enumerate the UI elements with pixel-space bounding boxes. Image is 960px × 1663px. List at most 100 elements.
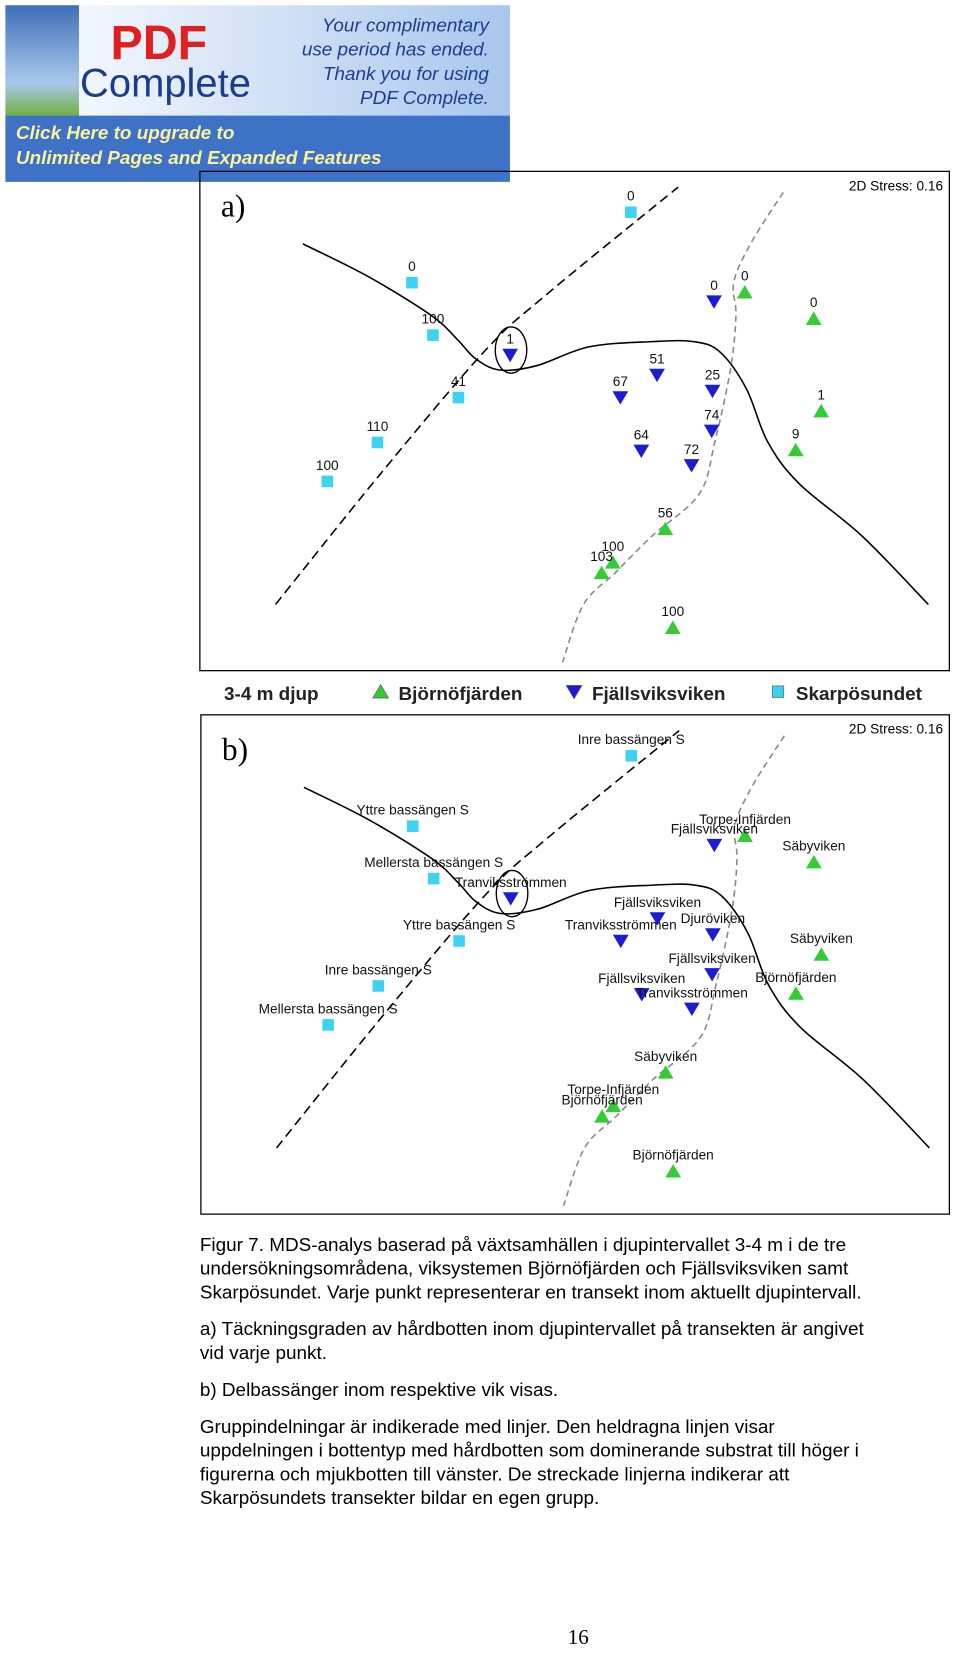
legend-label: Björnöfjärden bbox=[399, 684, 523, 705]
point bbox=[657, 521, 674, 536]
point-label: Säbyviken bbox=[634, 1049, 697, 1064]
point-label: Björnöfjärden bbox=[755, 970, 836, 985]
banner-image bbox=[5, 5, 79, 117]
panel-label: b) bbox=[222, 732, 248, 767]
group-line-solid bbox=[303, 786, 930, 1149]
point bbox=[649, 912, 666, 926]
point-label: 1 bbox=[817, 387, 825, 402]
point-label: 110 bbox=[367, 419, 389, 434]
point bbox=[703, 424, 720, 439]
point-label: 74 bbox=[704, 407, 720, 422]
point-label: 9 bbox=[792, 426, 800, 441]
point bbox=[594, 1109, 610, 1123]
point bbox=[737, 828, 753, 842]
point bbox=[683, 459, 700, 473]
caption-line: Skarpösundet. Varje punkt representerar … bbox=[200, 1282, 862, 1303]
point-label: 0 bbox=[408, 259, 416, 274]
point-label: 100 bbox=[661, 604, 684, 619]
point bbox=[371, 436, 384, 449]
point bbox=[706, 838, 723, 853]
point bbox=[605, 1098, 622, 1113]
point-label: 100 bbox=[422, 312, 445, 327]
legend-marker bbox=[771, 685, 785, 698]
point bbox=[406, 276, 418, 289]
banner-link[interactable]: Unlimited Pages and Expanded Features bbox=[16, 148, 382, 169]
legend: 3-4 m djup Björnöfjärden Fjällsviksviken S… bbox=[224, 683, 923, 705]
point bbox=[813, 403, 830, 418]
point bbox=[704, 968, 720, 982]
point bbox=[664, 620, 681, 635]
group-line-dashed bbox=[562, 735, 785, 1206]
point bbox=[806, 855, 822, 869]
banner-link[interactable]: Click Here to upgrade to bbox=[16, 123, 235, 144]
point-label: Mellersta bassängen S bbox=[259, 1001, 398, 1016]
point bbox=[706, 295, 722, 309]
group-line-dashed bbox=[274, 186, 679, 605]
point-label: Tranviksströmmen bbox=[565, 917, 677, 932]
point-label: Säbyviken bbox=[782, 839, 845, 854]
point bbox=[593, 565, 610, 580]
point-label: Tranviksströmmen bbox=[636, 985, 748, 1000]
point-label: 72 bbox=[684, 442, 699, 457]
caption-line: b) Delbassänger inom respektive vik visa… bbox=[200, 1380, 558, 1401]
point-label: Mellersta bassängen S bbox=[364, 855, 503, 870]
point bbox=[604, 555, 621, 569]
point bbox=[805, 311, 822, 325]
legend-marker bbox=[565, 685, 583, 700]
banner[interactable]: PDF Complete Your complimentary use perio… bbox=[5, 5, 510, 182]
brand-bottom: Complete bbox=[80, 62, 251, 106]
point bbox=[502, 348, 519, 363]
point bbox=[427, 329, 439, 341]
point-label: Torpe-Infjärden bbox=[567, 1082, 659, 1097]
caption-line: Figur 7. MDS-analys baserad på växtsamhä… bbox=[200, 1235, 846, 1256]
stress-label: 2D Stress: 0.16 bbox=[849, 178, 943, 193]
point bbox=[612, 934, 629, 949]
point-label: 0 bbox=[741, 269, 749, 284]
banner-message: Your complimentary bbox=[322, 16, 491, 37]
point bbox=[704, 384, 721, 399]
point bbox=[502, 892, 519, 906]
point-label: Yttre bassängen S bbox=[403, 917, 515, 932]
point-label: 100 bbox=[316, 458, 339, 473]
point-label: 64 bbox=[634, 427, 650, 442]
point bbox=[633, 444, 650, 459]
banner-top bbox=[5, 5, 510, 117]
panel: b) 2D Stress: 0.16 Torpe-Infjärden Säbyvike… bbox=[222, 722, 943, 1206]
page-number: 16 bbox=[568, 1625, 589, 1649]
stress-label: 2D Stress: 0.16 bbox=[849, 722, 943, 737]
point-label: 103 bbox=[590, 549, 613, 564]
point bbox=[625, 206, 637, 219]
caption-line: Gruppindelningar är indikerade med linje… bbox=[200, 1417, 775, 1438]
point-label: Björnöfjärden bbox=[633, 1148, 714, 1163]
point-label: 0 bbox=[710, 278, 718, 293]
caption-line: vid varje punkt. bbox=[200, 1343, 327, 1364]
point bbox=[633, 988, 650, 1002]
point-label: 25 bbox=[705, 367, 721, 382]
group-line-solid bbox=[302, 243, 929, 605]
point-label: Fjällsviksviken bbox=[671, 822, 758, 837]
panel-frame bbox=[199, 170, 950, 672]
point-label: 0 bbox=[810, 295, 818, 310]
brand-top: PDF bbox=[111, 16, 208, 70]
point bbox=[649, 368, 665, 383]
point-label: Fjällsviksviken bbox=[614, 895, 701, 910]
panel-frame bbox=[200, 714, 950, 1215]
point bbox=[704, 928, 721, 942]
point bbox=[453, 935, 465, 947]
caption-line: a) Täckningsgraden av hårdbotten inom dj… bbox=[200, 1319, 865, 1340]
caption-line: Skarpösundets transekter bildar en egen … bbox=[200, 1488, 599, 1509]
point bbox=[788, 986, 804, 1000]
legend-label: Skarpösundet bbox=[796, 684, 923, 705]
point-label: Fjällsviksviken bbox=[598, 971, 685, 986]
point bbox=[684, 1002, 700, 1017]
banner-message: PDF Complete. bbox=[360, 88, 489, 109]
point bbox=[372, 980, 385, 992]
point bbox=[322, 1019, 334, 1031]
point-label: Djuröviken bbox=[681, 911, 746, 926]
caption-line: uppdelningen i bottentyp med hårdbotten … bbox=[200, 1441, 859, 1462]
point bbox=[813, 947, 830, 961]
legend-title: 3-4 m djup bbox=[224, 684, 319, 705]
point bbox=[625, 749, 638, 762]
point bbox=[665, 1164, 682, 1178]
